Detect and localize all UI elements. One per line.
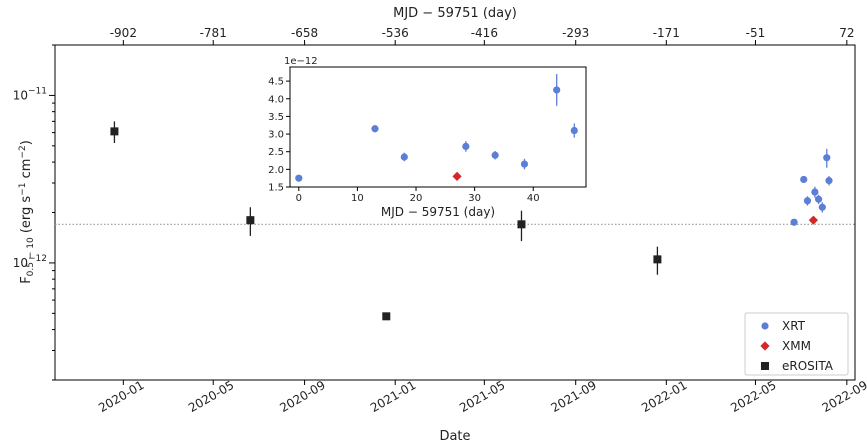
inset-y-tick-label: 4.0 xyxy=(268,94,284,105)
x-tick-label: 2022-01 xyxy=(639,378,689,415)
top-tick-label: -781 xyxy=(200,26,227,40)
inset-xrt-point xyxy=(553,86,561,94)
x-tick-label: 2021-05 xyxy=(457,378,507,415)
inset-xrt-point xyxy=(462,142,470,151)
top-tick-label: -536 xyxy=(382,26,409,40)
erosita-point xyxy=(517,220,526,229)
xrt-point xyxy=(790,218,798,226)
inset-y-tick-label: 4.5 xyxy=(268,77,284,88)
legend-label-xmm: XMM xyxy=(782,339,811,353)
inset-x-tick-label: 40 xyxy=(527,193,540,204)
x-tick-label: 2022-05 xyxy=(728,378,778,415)
inset-xrt-point xyxy=(400,153,408,161)
inset-y-tick-label: 1.5 xyxy=(268,183,284,194)
inset-xrt-point xyxy=(295,174,303,182)
x-tick-label: 2020-01 xyxy=(96,378,146,415)
inset-chart: 0 10 20 30 40 1.5 2.0 2.5 3.0 3.5 4.0 4.5 1e−12 MJ… xyxy=(268,56,587,219)
inset-x-tick-label: 0 xyxy=(296,193,302,204)
legend-marker-erosita xyxy=(761,362,769,370)
erosita-point xyxy=(382,312,391,321)
top-axis-ticks: -902 -781 -658 -536 -416 -293 -171 -51 72 xyxy=(110,26,854,45)
y-title-sub: 0.5 − 10 xyxy=(26,237,36,276)
legend-marker-xrt xyxy=(761,322,769,330)
legend-label-erosita: eROSITA xyxy=(782,359,834,373)
top-tick-label: -51 xyxy=(746,26,766,40)
xmm-point xyxy=(808,215,819,225)
legend-marker-xmm xyxy=(760,341,770,351)
top-tick-label: 72 xyxy=(839,26,854,40)
y-title-main: F xyxy=(19,276,34,283)
inset-y-tick-label: 3.0 xyxy=(268,130,284,141)
xrt-point xyxy=(823,154,831,162)
y-axis-title: F0.5 − 10 (erg s−1 cm−2) xyxy=(18,140,36,284)
inset-x-tick-label: 30 xyxy=(468,193,481,204)
inset-y-tick-label: 2.5 xyxy=(268,147,284,158)
x-axis-ticks: 2020-01 2020-05 2020-09 2021-01 2021-05 2021-… xyxy=(96,378,867,415)
inset-x-tick-label: 10 xyxy=(351,193,364,204)
x-tick-label: 2020-09 xyxy=(277,378,327,415)
inset-x-axis-title: MJD − 59751 (day) xyxy=(381,205,495,219)
top-tick-label: -658 xyxy=(291,26,318,40)
erosita-point xyxy=(110,127,119,136)
xrt-point xyxy=(815,195,823,203)
x-tick-label: 2021-01 xyxy=(368,378,418,415)
x-tick-label: 2021-09 xyxy=(548,378,598,415)
inset-frame xyxy=(289,66,587,188)
y-tick-exp: −12 xyxy=(28,254,47,264)
inset-y-tick-label: 2.0 xyxy=(268,165,284,176)
top-tick-label: -902 xyxy=(110,26,137,40)
top-tick-label: -171 xyxy=(653,26,680,40)
y-tick-label: 10−11 xyxy=(13,86,47,102)
x-axis-title: Date xyxy=(439,429,470,444)
x-tick-label: 2022-09 xyxy=(820,378,867,415)
y-tick-label: 10−12 xyxy=(13,254,47,270)
inset-scale-label: 1e−12 xyxy=(284,56,318,67)
legend-box xyxy=(744,312,849,376)
inset-xrt-point xyxy=(371,125,379,133)
top-tick-label: -293 xyxy=(562,26,589,40)
legend: XRT XMM eROSITA xyxy=(744,312,849,376)
inset-y-ticks: 1.5 2.0 2.5 3.0 3.5 4.0 4.5 xyxy=(268,77,290,194)
legend-label-xrt: XRT xyxy=(782,319,806,333)
inset-xmm-point xyxy=(452,171,462,182)
xrt-point xyxy=(803,197,812,205)
inset-x-tick-label: 20 xyxy=(410,193,423,204)
y-tick-base: 10 xyxy=(13,88,28,102)
inset-xrt-point xyxy=(491,151,499,159)
inset-xrt-point xyxy=(570,126,578,135)
inset-background xyxy=(290,67,586,187)
xrt-point xyxy=(800,175,808,184)
y-tick-base: 10 xyxy=(13,256,28,270)
x-tick-label: 2020-05 xyxy=(186,378,236,415)
inset-y-tick-label: 3.5 xyxy=(268,112,284,123)
erosita-point xyxy=(246,216,255,225)
inset-xrt-point xyxy=(520,160,529,168)
inset-data-points xyxy=(295,74,578,182)
y-title-units-open: (erg s xyxy=(19,196,34,238)
y-title-exp1: −1 xyxy=(18,183,28,196)
top-axis-title: MJD − 59751 (day) xyxy=(393,6,517,21)
y-title-units-close: ) xyxy=(19,140,34,145)
main-data-points xyxy=(110,121,833,321)
erosita-point xyxy=(653,255,662,264)
y-tick-exp: −11 xyxy=(28,86,47,96)
inset-x-ticks: 0 10 20 30 40 xyxy=(296,187,540,204)
y-title-units-mid: cm xyxy=(19,159,34,183)
top-tick-label: -416 xyxy=(471,26,498,40)
xrt-point xyxy=(825,177,833,185)
y-title-exp2: −2 xyxy=(18,145,28,158)
xrt-point xyxy=(811,188,819,196)
xrt-point xyxy=(818,203,826,211)
